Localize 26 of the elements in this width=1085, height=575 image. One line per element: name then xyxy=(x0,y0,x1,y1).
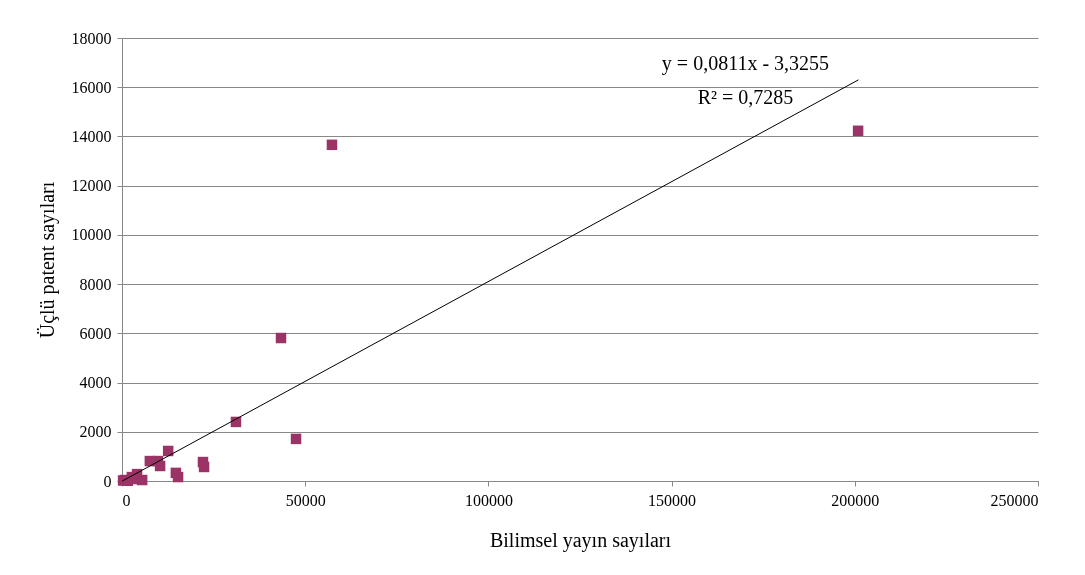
point xyxy=(290,433,302,445)
y-tick-label: 4000 xyxy=(79,374,112,392)
annotation: R² = 0,7285 xyxy=(697,85,794,108)
x-axis-title: Bilimsel yayın sayıları xyxy=(489,528,672,552)
point xyxy=(326,139,338,151)
y-tick-label: 14000 xyxy=(71,127,112,145)
point xyxy=(198,461,210,473)
x-tick-label: 0 xyxy=(122,491,131,509)
point xyxy=(275,332,287,344)
y-tick-label: 6000 xyxy=(79,324,112,342)
y-tick-label: 18000 xyxy=(71,29,112,47)
y-tick-label: 16000 xyxy=(71,78,112,96)
x-tick-label: 200000 xyxy=(831,491,880,509)
y-tick-label: 0 xyxy=(103,472,112,490)
annotation: y = 0,0811x - 3,3255 xyxy=(661,51,830,75)
x-tick-label: 250000 xyxy=(990,491,1039,509)
y-axis-title: Üçlü patent sayıları xyxy=(35,181,59,339)
x-tick-label: 100000 xyxy=(464,491,513,509)
point xyxy=(852,125,864,137)
point xyxy=(172,471,184,483)
y-tick-label: 8000 xyxy=(79,275,112,293)
x-tick-label: 50000 xyxy=(285,491,326,509)
y-tick-label: 2000 xyxy=(79,423,112,441)
y-tick-label: 12000 xyxy=(71,177,112,195)
x-tick-label: 150000 xyxy=(648,491,697,509)
y-tick-label: 10000 xyxy=(71,226,112,244)
